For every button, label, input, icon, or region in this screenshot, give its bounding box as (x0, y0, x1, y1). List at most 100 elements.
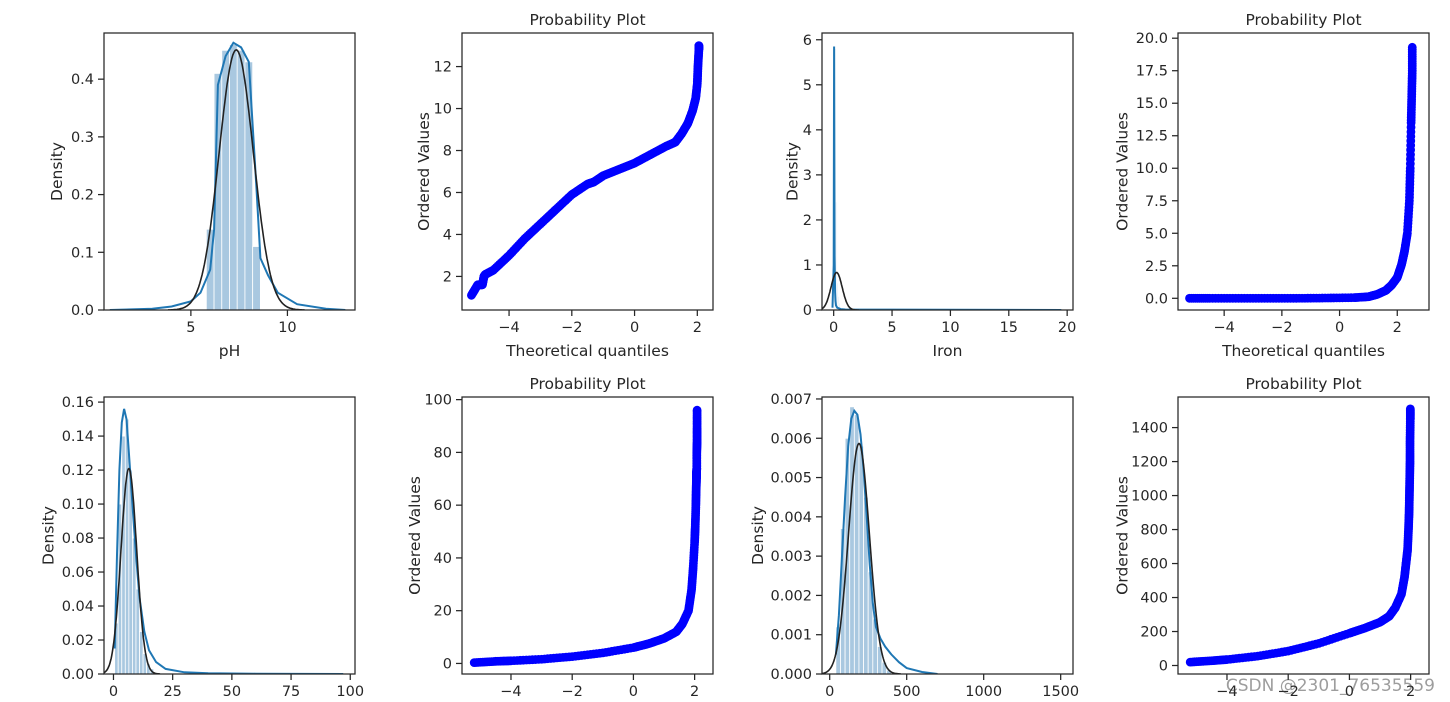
x-tick-label: 500 (893, 684, 921, 700)
x-tick-label: 50 (223, 684, 241, 700)
y-axis-label: Density (48, 142, 66, 201)
hist-bar (252, 246, 261, 310)
y-tick-label: 100 (424, 393, 452, 409)
x-tick-label: −4 (1216, 684, 1237, 700)
hist-bar (236, 49, 246, 310)
y-tick-label: 1200 (1131, 455, 1168, 471)
y-tick-label: 4 (803, 123, 812, 139)
x-tick-label: 2 (690, 684, 699, 700)
y-tick-label: 0.06 (62, 565, 94, 581)
normal-fit-line (822, 271, 859, 310)
y-tick-label: 0.16 (62, 395, 94, 411)
y-tick-label: 3 (803, 168, 812, 184)
panel-row2-prob-b: −4 −2 0 2 0 200 400 600 800 1000 1200 1400 Probabili… (1114, 375, 1430, 700)
plot-area (822, 46, 1062, 310)
watermark: CSDN @2301_76535559 (1225, 676, 1435, 696)
y-tick-label: 6 (443, 185, 452, 201)
y-tick-label: 2 (803, 213, 812, 229)
x-tick-label: −4 (1213, 320, 1234, 336)
y-tick-label: 0.001 (770, 628, 812, 644)
hist-bar (221, 49, 230, 310)
y-tick-label: 0.2 (71, 188, 94, 204)
x-tick-label: 0 (629, 684, 638, 700)
y-tick-label: 40 (434, 551, 452, 567)
x-tick-label: 25 (163, 684, 181, 700)
hist-bar (858, 445, 864, 674)
panel-row2-dist-a: 0 25 50 75 100 0.00 0.02 0.04 0.06 0.08 0.10 0.12 0.… (40, 395, 365, 700)
y-axis-label: Ordered Values (1114, 476, 1132, 595)
plot-area (109, 41, 346, 310)
x-axis-label: Iron (933, 342, 963, 360)
axes-frame (821, 396, 1074, 675)
y-axis-label: Density (40, 506, 58, 565)
x-tick-label: 0 (630, 320, 639, 336)
y-tick-label: 0.10 (62, 497, 94, 513)
plot-area (1185, 404, 1415, 667)
data-point (694, 41, 704, 50)
x-tick-label: 1500 (1042, 684, 1079, 700)
hist-bar (139, 631, 144, 674)
y-tick-label: 6 (803, 33, 812, 49)
y-tick-label: 15.0 (1136, 96, 1168, 112)
y-axis-label: Density (749, 506, 767, 565)
plot-area (104, 408, 344, 674)
chart-title: Probability Plot (1245, 375, 1361, 393)
x-tick-label: 10 (278, 320, 296, 336)
y-tick-label: 200 (1140, 625, 1168, 641)
y-axis-label: Ordered Values (415, 112, 433, 231)
panel-ph-prob: −4 −2 0 2 2 4 6 8 10 12 Probability Plot Theoretica… (415, 11, 714, 360)
x-axis-label: Theoretical quantiles (505, 342, 669, 360)
x-tick-label: 0 (829, 320, 838, 336)
y-tick-label: 80 (434, 445, 452, 461)
y-tick-label: 10 (434, 102, 452, 118)
x-tick-label: 10 (941, 320, 959, 336)
x-tick-label: −4 (498, 320, 519, 336)
data-point (1407, 42, 1417, 52)
plot-area (467, 41, 704, 300)
panel-iron-dist: 0 5 10 15 20 0 1 2 3 4 5 6 Iron Density (783, 32, 1076, 360)
normal-fit-line (167, 49, 305, 310)
y-tick-label: 12 (434, 60, 452, 76)
y-tick-label: 0.3 (71, 130, 94, 146)
panel-ph-dist: 5 10 0.0 0.1 0.2 0.3 0.4 pH Density (48, 32, 356, 360)
hist-bar (849, 406, 855, 674)
hist-bar (121, 435, 126, 674)
x-tick-label: 2 (1393, 320, 1402, 336)
y-tick-label: 0.02 (62, 633, 94, 649)
panel-iron-prob: −4 −2 0 20.02.55.07.510.012.515.017.520.0Pr… (1114, 11, 1430, 360)
y-tick-label: 0.0 (1145, 291, 1168, 307)
y-tick-label: 20.0 (1136, 31, 1168, 47)
chart-title: Probability Plot (1245, 11, 1361, 29)
x-tick-label: 100 (336, 684, 364, 700)
y-tick-label: 400 (1140, 591, 1168, 607)
y-tick-label: 0.000 (770, 667, 812, 683)
x-tick-label: 0 (825, 684, 834, 700)
x-tick-label: 0 (1335, 320, 1344, 336)
y-tick-label: 600 (1140, 557, 1168, 573)
hist-bar (836, 201, 838, 310)
y-tick-label: 0 (1159, 659, 1168, 675)
plot-area (822, 406, 938, 674)
kde-line (834, 408, 938, 674)
y-tick-label: 0.14 (62, 429, 94, 445)
axes-frame (103, 396, 356, 675)
y-tick-label: 7.5 (1145, 194, 1168, 210)
y-tick-label: 0.00 (62, 667, 94, 683)
y-tick-label: 5 (803, 78, 812, 94)
hist-bar (135, 588, 140, 674)
y-tick-label: 0.04 (62, 599, 94, 615)
data-point (1405, 404, 1415, 414)
y-tick-label: 0.006 (770, 431, 812, 447)
y-tick-label: 0.002 (770, 588, 812, 604)
x-tick-label: 0 (109, 684, 118, 700)
y-tick-label: 12.5 (1136, 129, 1168, 145)
axes-frame (461, 396, 714, 675)
plot-area (469, 405, 702, 668)
y-tick-label: 20 (434, 604, 452, 620)
data-point (692, 405, 702, 415)
axes-frame (103, 32, 356, 311)
y-tick-label: 0 (443, 656, 452, 672)
y-tick-label: 17.5 (1136, 64, 1168, 80)
x-tick-label: 20 (1058, 320, 1076, 336)
